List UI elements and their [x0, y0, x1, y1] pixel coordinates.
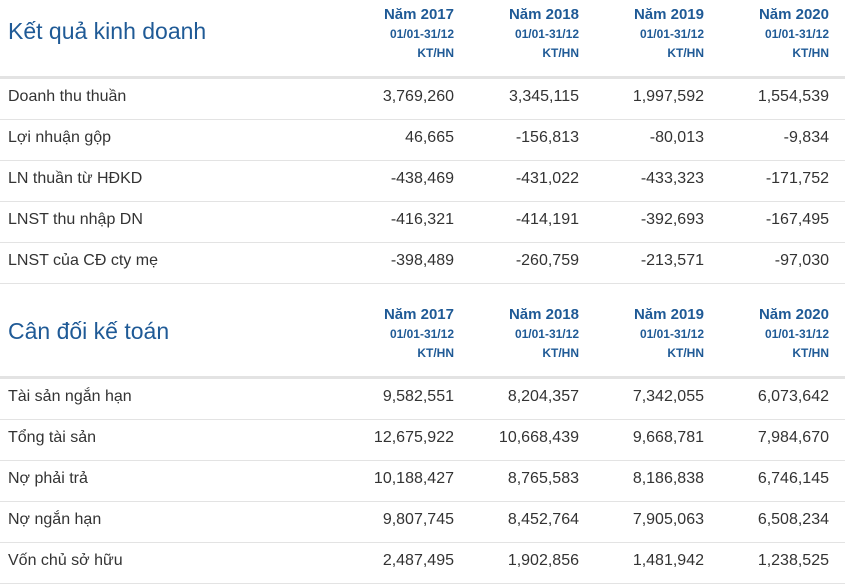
row-label: Lợi nhuận gộp: [8, 129, 112, 146]
column-unit: KT/HN: [792, 46, 829, 60]
column-year[interactable]: Năm 2020: [758, 6, 829, 23]
column-unit: KT/HN: [542, 46, 579, 60]
row-label: Doanh thu thuần: [8, 88, 127, 105]
column-year[interactable]: Năm 2018: [508, 306, 579, 323]
table-row: Lợi nhuận gộp 46,665 -156,813 -80,013 -9…: [0, 120, 845, 161]
income-column-header: Năm 2017 01/01-31/12 KT/HN: [330, 4, 454, 63]
row-value: 10,668,439: [498, 429, 579, 446]
row-value: 12,675,922: [373, 429, 454, 446]
row-label: Vốn chủ sở hữu: [8, 552, 123, 569]
column-period: 01/01-31/12: [389, 327, 454, 341]
income-column-header: Năm 2018 01/01-31/12 KT/HN: [455, 4, 579, 63]
balance-column-header: Năm 2019 01/01-31/12 KT/HN: [580, 304, 704, 363]
row-value: -213,571: [640, 252, 704, 269]
row-value: -398,489: [390, 252, 454, 269]
column-unit: KT/HN: [542, 346, 579, 360]
column-unit: KT/HN: [417, 46, 454, 60]
column-period: 01/01-31/12: [389, 27, 454, 41]
row-value: 2,487,495: [382, 552, 454, 569]
column-unit: KT/HN: [667, 46, 704, 60]
table-row: Tổng tài sản 12,675,922 10,668,439 9,668…: [0, 420, 845, 461]
row-value: 8,765,583: [507, 470, 579, 487]
row-value: 10,188,427: [373, 470, 454, 487]
row-value: 8,204,357: [507, 388, 579, 405]
column-year[interactable]: Năm 2019: [633, 6, 704, 23]
column-period: 01/01-31/12: [639, 27, 704, 41]
column-unit: KT/HN: [417, 346, 454, 360]
row-value: 1,902,856: [507, 552, 579, 569]
income-column-header: Năm 2019 01/01-31/12 KT/HN: [580, 4, 704, 63]
table-row: Vốn chủ sở hữu 2,487,495 1,902,856 1,481…: [0, 543, 845, 584]
table-row: Nợ phải trả 10,188,427 8,765,583 8,186,8…: [0, 461, 845, 502]
row-label: LNST thu nhập DN: [8, 211, 143, 228]
row-label: Nợ phải trả: [8, 470, 88, 487]
row-value: -80,013: [649, 129, 704, 146]
column-period: 01/01-31/12: [514, 27, 579, 41]
row-value: 1,997,592: [632, 88, 704, 105]
column-unit: KT/HN: [667, 346, 704, 360]
column-period: 01/01-31/12: [639, 327, 704, 341]
row-value: -156,813: [515, 129, 579, 146]
row-value: 1,238,525: [757, 552, 829, 569]
balance-sheet-section: Cân đối kế toán Năm 2017 01/01-31/12 KT/…: [0, 300, 845, 584]
balance-title: Cân đối kế toán: [8, 318, 170, 344]
row-value: 7,905,063: [632, 511, 704, 528]
row-value: -431,022: [515, 170, 579, 187]
column-year[interactable]: Năm 2017: [383, 6, 454, 23]
table-row: Tài sản ngắn hạn 9,582,551 8,204,357 7,3…: [0, 379, 845, 420]
row-value: 1,554,539: [757, 88, 829, 105]
balance-header: Cân đối kế toán Năm 2017 01/01-31/12 KT/…: [0, 300, 845, 379]
row-value: -392,693: [640, 211, 704, 228]
column-year[interactable]: Năm 2019: [633, 306, 704, 323]
row-value: 3,345,115: [509, 88, 579, 105]
balance-column-header: Năm 2018 01/01-31/12 KT/HN: [455, 304, 579, 363]
row-value: 8,452,764: [507, 511, 579, 528]
row-value: 6,508,234: [757, 511, 829, 528]
row-value: -167,495: [765, 211, 829, 228]
row-value: -260,759: [515, 252, 579, 269]
row-value: -414,191: [515, 211, 579, 228]
column-period: 01/01-31/12: [514, 327, 579, 341]
column-period: 01/01-31/12: [764, 327, 829, 341]
table-row: LNST của CĐ cty mẹ -398,489 -260,759 -21…: [0, 243, 845, 284]
row-label: Tài sản ngắn hạn: [8, 388, 132, 405]
income-title: Kết quả kinh doanh: [8, 18, 207, 44]
column-year[interactable]: Năm 2020: [758, 306, 829, 323]
row-label: LNST của CĐ cty mẹ: [8, 252, 158, 269]
row-value: 9,582,551: [382, 388, 454, 405]
table-row: LNST thu nhập DN -416,321 -414,191 -392,…: [0, 202, 845, 243]
table-row: Nợ ngắn hạn 9,807,745 8,452,764 7,905,06…: [0, 502, 845, 543]
table-row: LN thuần từ HĐKD -438,469 -431,022 -433,…: [0, 161, 845, 202]
income-statement-section: Kết quả kinh doanh Năm 2017 01/01-31/12 …: [0, 0, 845, 284]
row-value: -97,030: [774, 252, 829, 269]
column-period: 01/01-31/12: [764, 27, 829, 41]
income-header: Kết quả kinh doanh Năm 2017 01/01-31/12 …: [0, 0, 845, 79]
row-value: -433,323: [640, 170, 704, 187]
row-value: 3,769,260: [382, 88, 454, 105]
table-row: Doanh thu thuần 3,769,260 3,345,115 1,99…: [0, 79, 845, 120]
section-spacer: [0, 284, 845, 300]
row-value: 1,481,942: [632, 552, 704, 569]
column-year[interactable]: Năm 2018: [508, 6, 579, 23]
row-value: 9,807,745: [382, 511, 454, 528]
column-year[interactable]: Năm 2017: [383, 306, 454, 323]
row-value: 46,665: [405, 129, 454, 146]
row-value: -171,752: [765, 170, 829, 187]
row-value: 6,746,145: [757, 470, 829, 487]
row-value: 8,186,838: [632, 470, 704, 487]
row-value: -416,321: [390, 211, 454, 228]
income-column-header: Năm 2020 01/01-31/12 KT/HN: [705, 4, 829, 63]
balance-column-header: Năm 2017 01/01-31/12 KT/HN: [330, 304, 454, 363]
row-value: 9,668,781: [632, 429, 704, 446]
row-value: -9,834: [783, 129, 829, 146]
row-value: 7,342,055: [632, 388, 704, 405]
row-value: 7,984,670: [757, 429, 829, 446]
balance-column-header: Năm 2020 01/01-31/12 KT/HN: [705, 304, 829, 363]
row-label: Nợ ngắn hạn: [8, 511, 102, 528]
column-unit: KT/HN: [792, 346, 829, 360]
row-value: -438,469: [390, 170, 454, 187]
row-value: 6,073,642: [757, 388, 829, 405]
row-label: LN thuần từ HĐKD: [8, 170, 143, 187]
row-label: Tổng tài sản: [8, 429, 97, 446]
